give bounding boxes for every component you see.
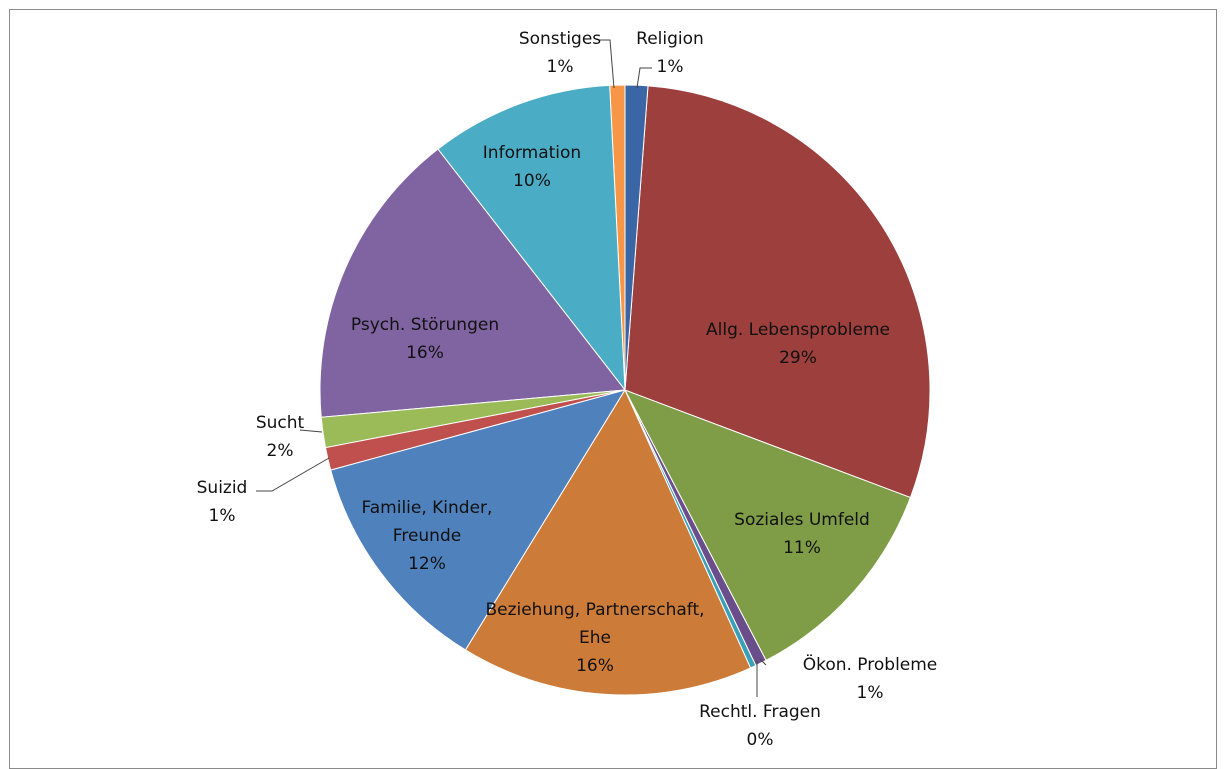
slice-label: Ökon. Probleme 1% <box>770 651 970 707</box>
value-label: 0% <box>746 730 774 750</box>
pie-slice <box>624 85 931 499</box>
value-label: 1% <box>656 57 684 77</box>
slice-label: Sucht 2% <box>235 409 325 465</box>
category-label: Religion <box>636 29 704 49</box>
leader-lines <box>256 39 767 697</box>
value-label: 11% <box>783 538 821 558</box>
leader-line <box>759 658 767 666</box>
leader-line <box>299 429 323 433</box>
value-label: 16% <box>406 343 444 363</box>
category-label: Soziales Umfeld <box>734 510 870 530</box>
value-label: 1% <box>208 506 236 526</box>
value-label: 29% <box>779 348 817 368</box>
category-label: Sucht <box>255 413 305 433</box>
category-label: Rechtl. Fragen <box>699 702 821 722</box>
slice-label: Suizid 1% <box>177 474 267 530</box>
value-label: 2% <box>266 441 294 461</box>
value-label: 1% <box>546 57 574 77</box>
category-label: Beziehung, Partnerschaft, Ehe <box>485 600 705 648</box>
leader-line <box>256 457 330 492</box>
slice-label: Religion 1% <box>625 25 715 81</box>
leader-line <box>636 67 652 89</box>
slice-label: Beziehung, Partnerschaft, Ehe 16% <box>485 596 705 680</box>
slice-label: Sonstiges 1% <box>500 25 620 81</box>
pie-slice <box>464 388 752 696</box>
category-label: Psych. Störungen <box>350 315 500 335</box>
pie-slice <box>437 84 626 392</box>
pie-slice <box>623 389 912 662</box>
slice-label: Soziales Umfeld 11% <box>702 506 902 562</box>
pie-slice <box>330 389 627 651</box>
category-label: Familie, Kinder, Freunde <box>361 498 493 546</box>
value-label: 10% <box>513 171 551 191</box>
category-label: Ökon. Probleme <box>802 655 938 675</box>
value-label: 12% <box>408 554 446 574</box>
slice-label: Familie, Kinder, Freunde 12% <box>342 494 512 578</box>
pie-slice <box>624 84 649 391</box>
category-label: Allg. Lebensprobleme <box>706 320 890 340</box>
value-label: 16% <box>576 656 614 676</box>
pie-slice <box>319 148 626 418</box>
slice-label: Information 10% <box>452 139 612 195</box>
value-label: 1% <box>856 683 884 703</box>
slice-label: Allg. Lebensprobleme 29% <box>668 316 928 372</box>
category-label: Sonstiges <box>518 29 602 49</box>
slice-label: Psych. Störungen 16% <box>325 311 525 367</box>
leader-line <box>598 39 615 89</box>
category-label: Suizid <box>196 478 248 498</box>
slice-label: Rechtl. Fragen 0% <box>660 698 860 754</box>
category-label: Information <box>482 143 582 163</box>
